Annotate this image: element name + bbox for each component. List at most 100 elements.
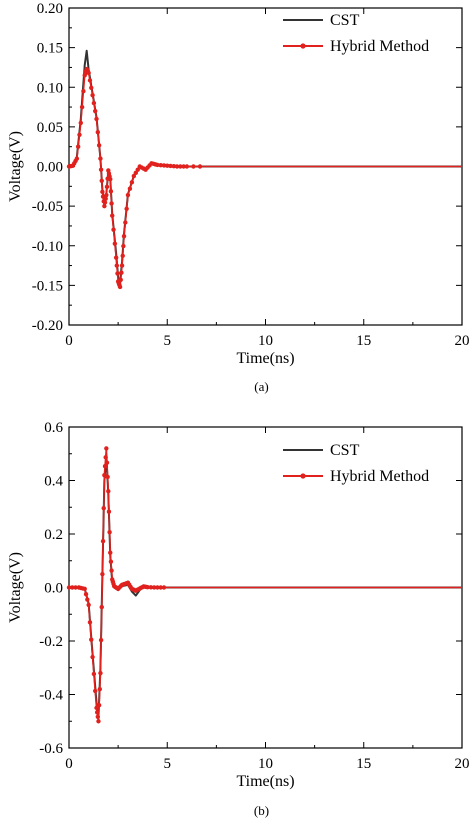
data-point: [165, 163, 170, 168]
y-tick-label: 0.15: [37, 41, 63, 57]
data-point: [161, 163, 167, 168]
x-tick-label: 10: [258, 333, 273, 349]
data-point: [174, 164, 180, 169]
data-point: [151, 585, 157, 590]
data-point: [105, 474, 110, 480]
y-tick-label: 0.20: [37, 1, 63, 17]
data-point: [102, 472, 107, 478]
data-point: [111, 227, 116, 232]
data-point: [161, 585, 167, 590]
data-point: [81, 89, 86, 94]
data-point: [120, 253, 125, 258]
data-point: [90, 92, 95, 98]
x-tick-label: 5: [164, 333, 172, 349]
data-point: [98, 637, 104, 643]
data-point: [110, 213, 115, 218]
data-point: [100, 571, 105, 577]
legend-entry-hybrid-method: Hybrid Method: [283, 38, 429, 55]
data-point: [96, 143, 102, 148]
data-point: [104, 192, 109, 198]
data-point: [79, 104, 85, 110]
y-tick-label: -0.6: [39, 741, 63, 757]
y-tick-label: -0.4: [39, 688, 63, 704]
data-point: [102, 200, 108, 205]
chart-b: 0 5 10 15 20 -0.6 -0.4 -0.2 0.0 0.2 0.4 0.6 Time(ns)…: [7, 420, 470, 818]
data-point: [96, 703, 102, 708]
data-point: [107, 530, 112, 535]
x-axis-label: Time(ns): [236, 350, 294, 367]
data-point: [108, 550, 113, 555]
y-tick-label: 0.10: [37, 80, 63, 96]
legend-marker: [300, 473, 306, 479]
series-hybrid-method: [66, 446, 462, 724]
data-point: [74, 156, 80, 161]
data-point: [98, 156, 103, 161]
data-point: [123, 220, 128, 225]
data-point: [82, 586, 87, 592]
data-point: [121, 243, 126, 249]
data-point: [108, 176, 113, 182]
data-point: [101, 505, 106, 511]
data-point: [89, 85, 94, 90]
data-point: [96, 719, 101, 724]
data-point: [86, 70, 91, 76]
data-point: [102, 203, 107, 209]
data-point: [119, 270, 124, 275]
data-point: [70, 585, 75, 590]
y-tick-label: 0.6: [44, 420, 63, 436]
data-point: [103, 455, 108, 460]
data-point: [93, 108, 98, 114]
data-point: [100, 189, 105, 195]
data-point: [117, 284, 123, 290]
y-tick-label: -0.05: [32, 199, 63, 215]
data-point: [95, 129, 101, 135]
data-point: [91, 100, 97, 106]
y-tick-label: 0.0: [44, 581, 63, 597]
legend-label: Hybrid Method: [330, 468, 429, 485]
chart-a: 0 5 10 15 20 -0.20 -0.15 -0.10 -0.05 0.00 0.05 0.10…: [7, 1, 470, 394]
data-point: [158, 585, 163, 590]
data-point: [155, 162, 160, 168]
x-tick-label: 10: [258, 756, 273, 772]
data-point: [104, 184, 110, 190]
data-point: [119, 263, 125, 268]
data-point: [127, 186, 133, 191]
x-tick-label: 5: [164, 756, 172, 772]
y-tick-label: 0.00: [37, 160, 63, 176]
x-tick-label: 20: [455, 756, 470, 772]
data-point: [98, 670, 103, 676]
data-point: [86, 602, 91, 608]
data-point: [98, 167, 104, 172]
data-point: [197, 164, 203, 169]
data-point: [155, 585, 160, 590]
data-point: [181, 164, 186, 169]
data-point: [129, 180, 135, 185]
data-point: [135, 167, 140, 172]
legend-entry-hybrid-method: Hybrid Method: [283, 468, 429, 485]
data-point: [133, 170, 139, 176]
data-point: [93, 688, 98, 694]
data-point: [87, 78, 93, 83]
data-point: [99, 604, 104, 610]
x-axis-label: Time(ns): [236, 773, 294, 790]
legend-label: CST: [330, 442, 360, 459]
data-point: [118, 277, 123, 283]
y-tick-label: 0.4: [44, 474, 63, 490]
legend-label: Hybrid Method: [330, 38, 429, 55]
data-point: [99, 178, 104, 183]
data-point: [109, 201, 114, 206]
data-point: [191, 164, 196, 169]
data-point: [168, 163, 173, 169]
data-point: [171, 164, 176, 169]
x-tick-label: 0: [65, 756, 73, 772]
data-point: [112, 241, 118, 246]
figure-caption: (b): [254, 803, 269, 818]
data-point: [100, 538, 106, 544]
data-point: [83, 591, 89, 597]
y-tick-label: -0.2: [39, 634, 63, 650]
figure-caption: (a): [254, 379, 268, 394]
legend-label: CST: [330, 12, 360, 29]
y-tick-label: 0.2: [44, 527, 63, 543]
data-point: [104, 460, 110, 465]
data-point: [109, 568, 114, 573]
